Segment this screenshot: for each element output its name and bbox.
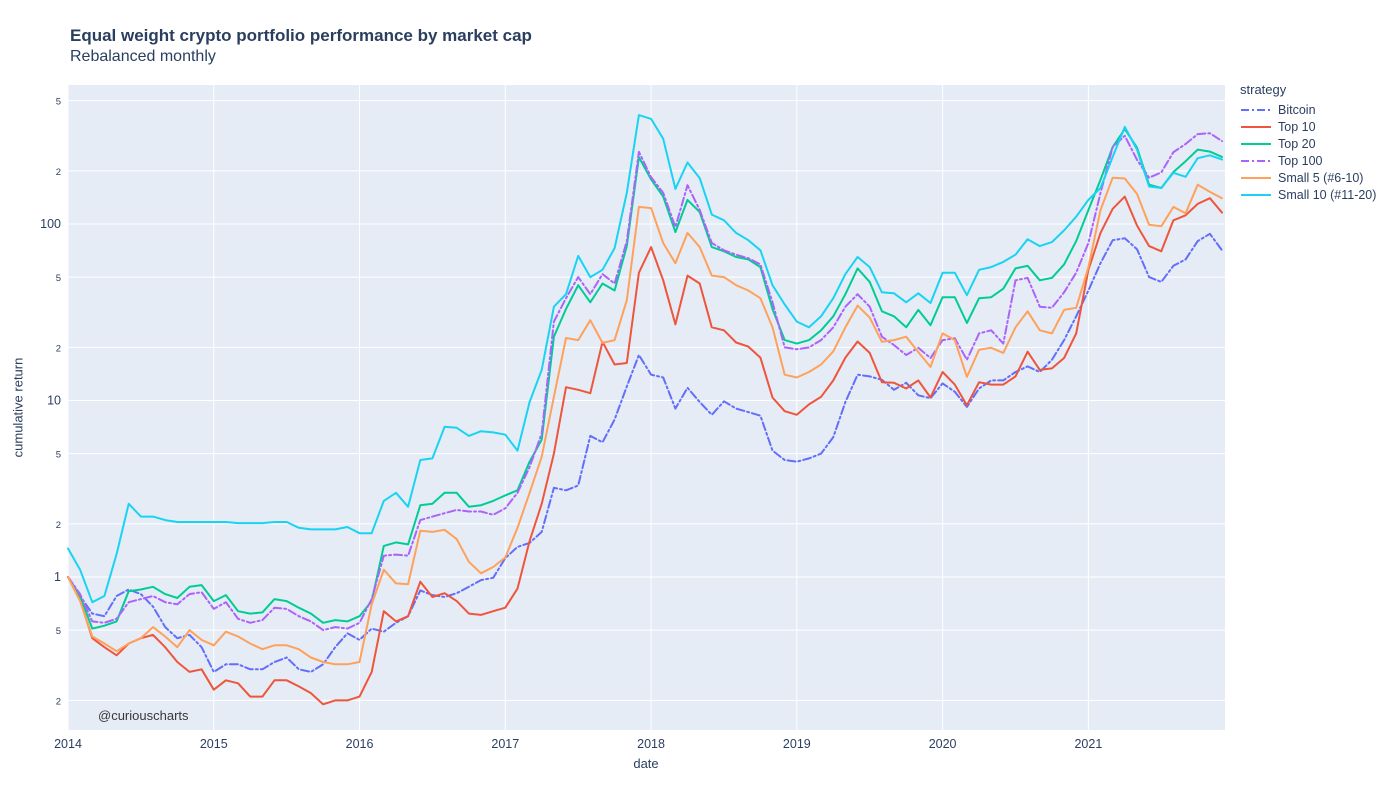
series-line-top-10[interactable]	[67, 195, 1223, 706]
legend-item-label: Top 20	[1278, 136, 1316, 151]
legend: strategy Bitcoin Top 10 Top 20 Top 100 Small…	[1240, 82, 1376, 203]
x-tick-label: 2014	[54, 737, 82, 751]
legend-item-small-10-11-20[interactable]: Small 10 (#11-20)	[1240, 186, 1376, 203]
y-tick-label: 5	[56, 97, 61, 108]
x-tick-label: 2020	[929, 737, 957, 751]
chart-subtitle: Rebalanced monthly	[70, 48, 216, 65]
watermark-annotation: @curiouscharts	[98, 708, 189, 723]
x-tick-label: 2018	[637, 737, 665, 751]
x-tick-label: 2016	[346, 737, 374, 751]
legend-item-label: Small 10 (#11-20)	[1278, 187, 1377, 202]
y-tick-label: 2	[56, 520, 61, 531]
legend-item-small-5-6-10[interactable]: Small 5 (#6-10)	[1240, 169, 1376, 186]
legend-item-top-20[interactable]: Top 20	[1240, 135, 1376, 152]
legend-title: strategy	[1240, 82, 1287, 97]
series-line-small-5-6-10[interactable]	[67, 176, 1223, 666]
series-line-bitcoin[interactable]	[67, 232, 1223, 673]
chart-title: Equal weight crypto portfolio performanc…	[70, 26, 532, 45]
legend-line-sample	[1241, 159, 1271, 162]
x-axis-title: date	[633, 756, 659, 771]
y-axis-title: cumulative return	[10, 357, 26, 458]
y-tick-label: 5	[56, 626, 61, 637]
y-tick-label: 2	[56, 343, 61, 354]
y-tick-label: 5	[56, 450, 61, 461]
legend-item-label: Small 5 (#6-10)	[1278, 170, 1364, 185]
y-tick-label: 100	[40, 217, 61, 231]
legend-item-label: Top 100	[1278, 153, 1323, 168]
series-line-top-20[interactable]	[67, 128, 1223, 630]
series-line-small-10-11-20[interactable]	[67, 114, 1223, 604]
legend-item-bitcoin[interactable]: Bitcoin	[1240, 101, 1376, 118]
x-tick-label: 2015	[200, 737, 228, 751]
legend-line-sample	[1241, 125, 1271, 128]
x-tick-label: 2019	[783, 737, 811, 751]
legend-item-label: Bitcoin	[1278, 102, 1316, 117]
y-tick-label: 1	[54, 570, 61, 584]
legend-item-top-100[interactable]: Top 100	[1240, 152, 1376, 169]
legend-line-sample	[1241, 108, 1271, 111]
plot-area[interactable]	[68, 85, 1225, 730]
y-tick-label: 10	[47, 394, 61, 408]
legend-line-sample	[1241, 176, 1271, 179]
y-tick-label: 2	[56, 167, 61, 178]
legend-item-top-10[interactable]: Top 10	[1240, 118, 1376, 135]
y-tick-label: 5	[56, 273, 61, 284]
x-tick-label: 2021	[1074, 737, 1102, 751]
legend-line-sample	[1241, 142, 1271, 145]
x-tick-label: 2017	[491, 737, 519, 751]
legend-line-sample	[1241, 193, 1271, 196]
y-tick-label: 2	[56, 696, 61, 707]
series-line-top-100[interactable]	[67, 132, 1223, 632]
legend-item-label: Top 10	[1278, 119, 1316, 134]
